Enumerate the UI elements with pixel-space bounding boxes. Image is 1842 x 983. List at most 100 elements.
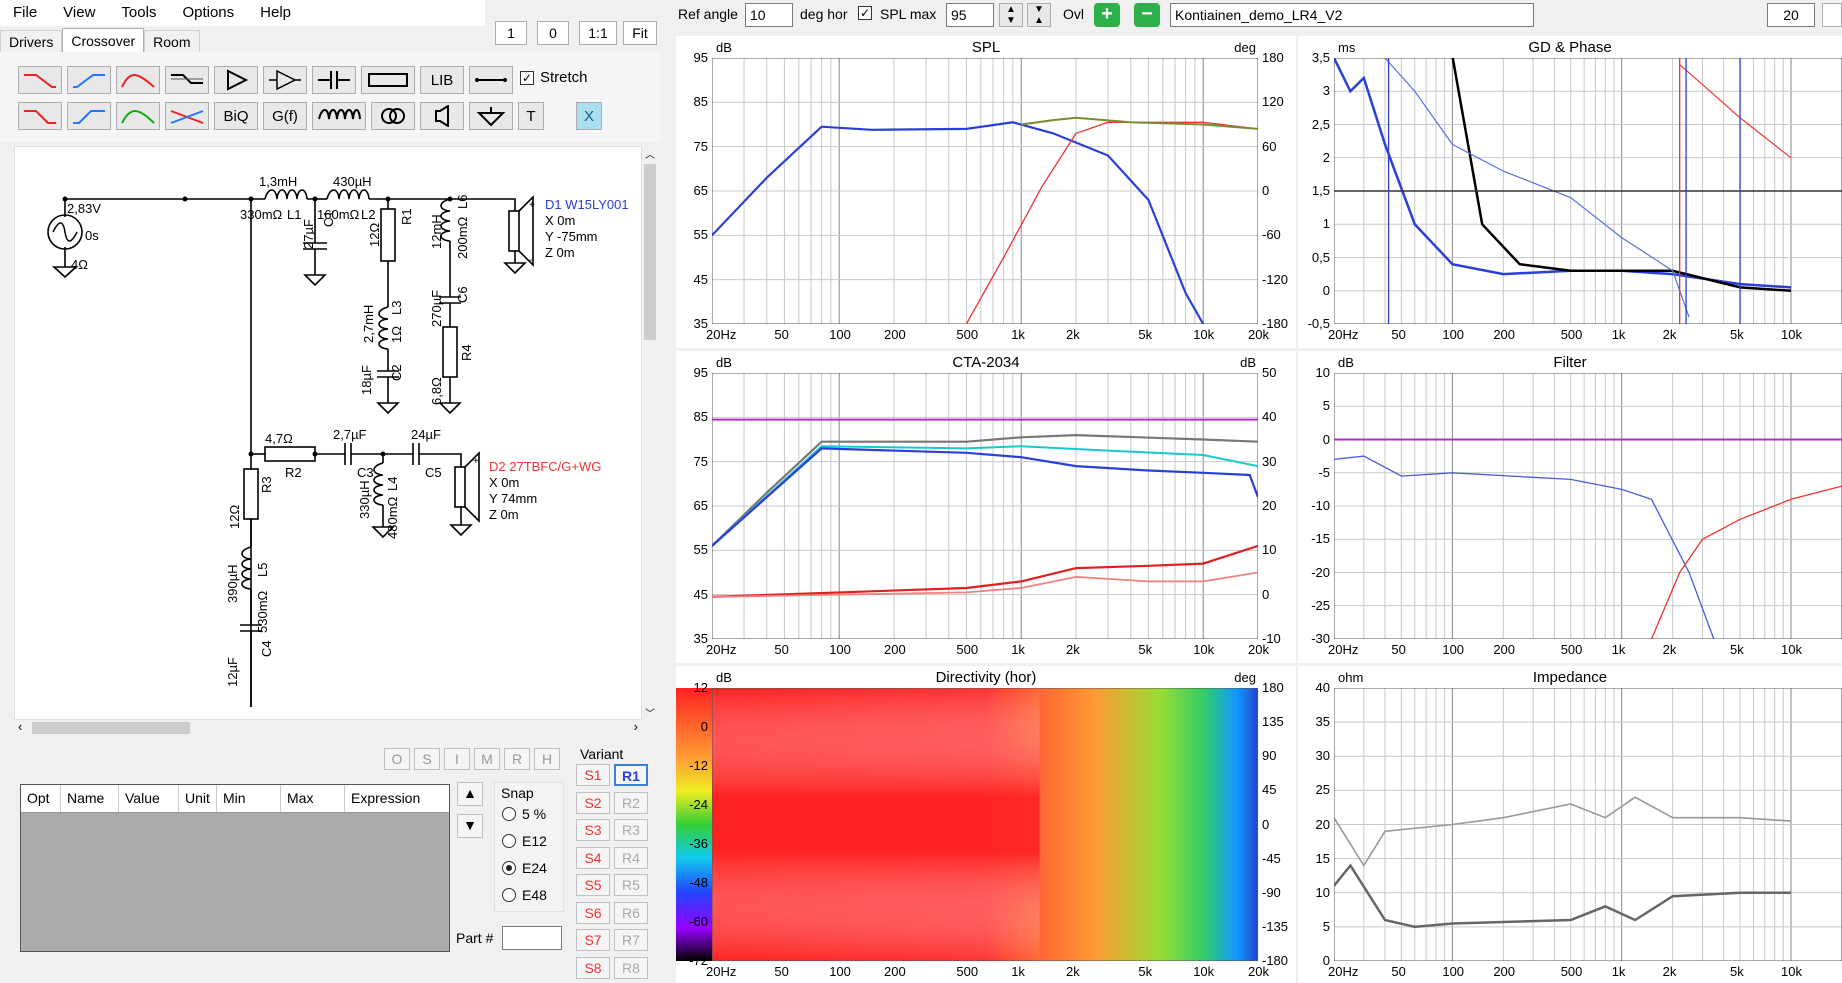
- variant-r8-button[interactable]: R8: [614, 956, 648, 979]
- x-button[interactable]: X: [576, 102, 602, 130]
- gf-button[interactable]: G(f): [263, 102, 307, 130]
- notch-button[interactable]: [116, 102, 160, 130]
- overlay-add-button[interactable]: +: [1094, 3, 1120, 27]
- zoom-0-button[interactable]: 0: [537, 21, 569, 45]
- variant-s5-button[interactable]: S5: [576, 874, 610, 896]
- opt-r-button[interactable]: R: [504, 748, 530, 770]
- filter-plot[interactable]: [1334, 373, 1842, 639]
- inductor-button[interactable]: [312, 102, 366, 130]
- tab-crossover[interactable]: Crossover: [62, 28, 145, 52]
- part-number-input[interactable]: [502, 926, 562, 950]
- cta-plot[interactable]: [712, 373, 1258, 639]
- menu-view[interactable]: View: [63, 4, 96, 21]
- schematic-canvas[interactable]: + - + - 2,83V 0s 4Ω 1,3mH 330mΩ L1 430µH…: [14, 146, 642, 720]
- variant-r3-button[interactable]: R3: [614, 819, 648, 841]
- opt-i-button[interactable]: I: [444, 748, 470, 770]
- scroll-right-icon[interactable]: ›: [633, 719, 638, 734]
- col-max[interactable]: Max: [281, 785, 345, 812]
- ground-button[interactable]: [469, 102, 513, 130]
- tab-room[interactable]: Room: [144, 30, 200, 52]
- highpass-2-button[interactable]: [67, 102, 111, 130]
- variant-s1-button[interactable]: S1: [576, 764, 610, 786]
- crossover-pair-button[interactable]: [165, 102, 209, 130]
- opt-o-button[interactable]: O: [384, 748, 410, 770]
- stretch-checkbox[interactable]: ✓: [520, 70, 534, 85]
- menu-file[interactable]: File: [13, 4, 38, 21]
- schematic-vscroll[interactable]: ︿ ﹀: [642, 146, 658, 720]
- spl-plot[interactable]: [712, 58, 1258, 324]
- filter-graph[interactable]: Filter dB 10 5 0 -5 -10 -15 -20 -25 -30 20Hz 50 100 20…: [1298, 351, 1842, 663]
- variant-r7-button[interactable]: R7: [614, 929, 648, 951]
- amplifier-button[interactable]: [214, 66, 258, 94]
- scroll-down-icon[interactable]: ﹀: [645, 709, 655, 720]
- scroll-up-icon[interactable]: ︿: [645, 150, 655, 161]
- lowpass-1-button[interactable]: [18, 66, 62, 94]
- cta-graph[interactable]: CTA-2034 dB dB 95 85 75 65 55 45 35 50 40 30 20 10 0 -10…: [676, 351, 1296, 663]
- tab-drivers[interactable]: Drivers: [0, 30, 63, 52]
- speaker-button[interactable]: [420, 102, 464, 130]
- variant-r1-button[interactable]: R1: [614, 764, 648, 786]
- snap-5pct-radio[interactable]: 5 %: [502, 806, 546, 822]
- biquad-button[interactable]: BiQ: [214, 102, 258, 130]
- imp-plot[interactable]: [1334, 688, 1842, 961]
- parameter-table[interactable]: Opt Name Value Unit Min Max Expression: [20, 784, 450, 952]
- spl-max-checkbox[interactable]: ✓: [858, 6, 872, 20]
- move-up-button[interactable]: ▲: [457, 782, 483, 806]
- zoom-1-button[interactable]: 1: [495, 21, 527, 45]
- schematic-vscroll-thumb[interactable]: [644, 164, 656, 340]
- variant-r4-button[interactable]: R4: [614, 846, 648, 869]
- variant-r6-button[interactable]: R6: [614, 901, 648, 924]
- dir-graph[interactable]: Directivity (hor) dB deg 12 0 -12 -24 -36 -48 -60…: [676, 666, 1296, 983]
- menu-tools[interactable]: Tools: [121, 4, 157, 21]
- t-button[interactable]: T: [518, 102, 544, 130]
- menu-options[interactable]: Options: [182, 4, 235, 21]
- col-min[interactable]: Min: [217, 785, 281, 812]
- col-opt[interactable]: Opt: [21, 785, 61, 812]
- schematic-hscroll-thumb[interactable]: [32, 722, 190, 734]
- project-name-input[interactable]: [1170, 3, 1534, 27]
- highpass-1-button[interactable]: [67, 66, 111, 94]
- snap-e24-radio[interactable]: E24: [502, 860, 547, 876]
- overlay-remove-button[interactable]: −: [1134, 3, 1160, 27]
- col-expression[interactable]: Expression: [351, 790, 421, 806]
- col-unit[interactable]: Unit: [179, 785, 217, 812]
- variant-s8-button[interactable]: S8: [576, 956, 610, 979]
- menu-help[interactable]: Help: [260, 4, 292, 21]
- snap-e48-radio[interactable]: E48: [502, 887, 547, 903]
- right-value-input[interactable]: [1767, 3, 1815, 27]
- opt-s-button[interactable]: S: [414, 748, 440, 770]
- transformer-button[interactable]: [371, 102, 415, 130]
- gd-graph[interactable]: GD & Phase ms 3,5 3 2,5 2 1,5 1 0,5 0 -0,5 20Hz 50 10…: [1298, 36, 1842, 348]
- col-value[interactable]: Value: [119, 785, 179, 812]
- scroll-left-icon[interactable]: ‹: [18, 719, 23, 734]
- zoom-1to1-button[interactable]: 1:1: [579, 21, 617, 45]
- right-truncated-field[interactable]: [1822, 3, 1842, 27]
- variant-s6-button[interactable]: S6: [576, 901, 610, 924]
- variant-s2-button[interactable]: S2: [576, 791, 610, 814]
- snap-e12-radio[interactable]: E12: [502, 833, 547, 849]
- spl-graph[interactable]: SPL dB deg 95 85 75 65 55 45 35 180 120 60 0 -60 -120 -1…: [676, 36, 1296, 348]
- opt-h-button[interactable]: H: [534, 748, 560, 770]
- lowpass-2-button[interactable]: [18, 102, 62, 130]
- lib-button[interactable]: LIB: [420, 66, 464, 94]
- variant-r2-button[interactable]: R2: [614, 791, 648, 814]
- move-down-button[interactable]: ▼: [457, 814, 483, 838]
- capacitor-button[interactable]: [312, 66, 356, 94]
- variant-s3-button[interactable]: S3: [576, 819, 610, 841]
- variant-s4-button[interactable]: S4: [576, 846, 610, 869]
- zoom-fit-button[interactable]: Fit: [623, 21, 657, 45]
- dir-plot[interactable]: [712, 688, 1258, 961]
- spl-max-input[interactable]: [946, 3, 994, 27]
- wire-button[interactable]: [469, 66, 513, 94]
- shelf-button[interactable]: [165, 66, 209, 94]
- spl-spin-button[interactable]: ▲ ▼: [999, 3, 1023, 27]
- gd-plot[interactable]: [1334, 58, 1842, 324]
- spl-fit-button[interactable]: ▼ ▲: [1027, 3, 1051, 27]
- ref-angle-input[interactable]: [745, 3, 793, 27]
- bandpass-button[interactable]: [116, 66, 160, 94]
- opt-m-button[interactable]: M: [474, 748, 500, 770]
- resistor-button[interactable]: [361, 66, 415, 94]
- col-name[interactable]: Name: [61, 785, 119, 812]
- variant-s7-button[interactable]: S7: [576, 929, 610, 951]
- imp-graph[interactable]: Impedance ohm 40 35 30 25 20 15 10 5 0 20Hz 50 100 200…: [1298, 666, 1842, 983]
